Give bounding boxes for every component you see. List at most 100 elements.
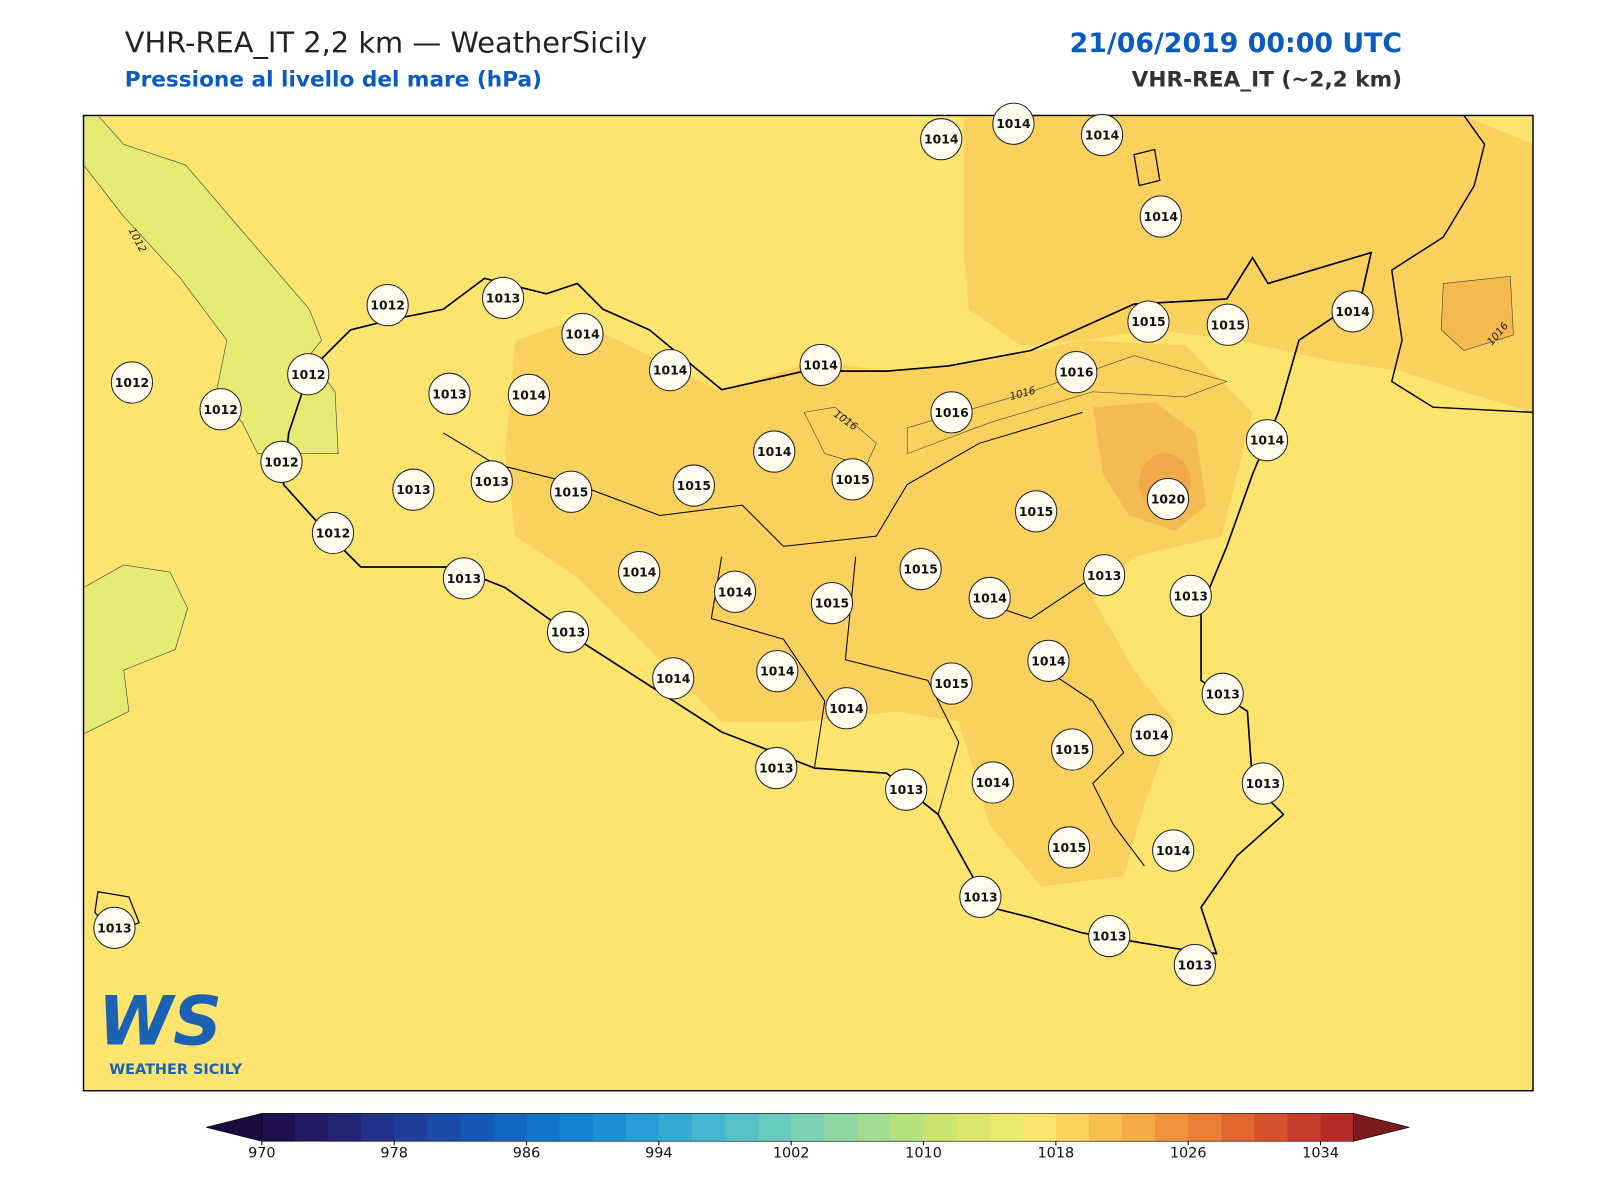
- colorbar-bin: [1155, 1113, 1189, 1142]
- station-value: 1015: [1019, 505, 1053, 519]
- colorbar-bin: [526, 1113, 561, 1142]
- station-marker: [1130, 713, 1173, 757]
- station-marker: [110, 361, 154, 404]
- high-pressure-area: [1440, 275, 1514, 351]
- colorbar-bin: [559, 1113, 594, 1142]
- station-marker: [1082, 554, 1126, 597]
- colorbar-bin: [1188, 1113, 1222, 1142]
- colorbar-bin: [658, 1113, 693, 1142]
- station-marker: [1201, 672, 1244, 715]
- station-value: 1013: [1178, 958, 1212, 972]
- station-marker: [920, 118, 963, 161]
- station-marker: [1241, 762, 1285, 805]
- station-marker: [885, 768, 928, 811]
- station-marker: [1088, 914, 1131, 958]
- colorbar-bin: [427, 1113, 461, 1142]
- station-value: 1016: [934, 406, 968, 420]
- station-value: 1014: [653, 364, 688, 378]
- station-value: 1013: [1205, 687, 1239, 701]
- colorbar-tick-label: 1034: [1302, 1146, 1339, 1162]
- colorbar-tick-label: 1026: [1170, 1146, 1207, 1162]
- station-marker: [971, 761, 1014, 804]
- station-value: 1013: [1092, 930, 1126, 944]
- station-value: 1013: [1087, 569, 1121, 583]
- station-marker: [713, 570, 757, 613]
- colorbar-bin: [1055, 1113, 1090, 1142]
- station-marker: [1047, 826, 1091, 869]
- colorbar-bin: [361, 1113, 395, 1142]
- station-value: 1016: [1059, 366, 1093, 380]
- station-marker: [507, 373, 550, 416]
- station-value: 1013: [475, 475, 509, 489]
- station-marker: [992, 102, 1035, 145]
- station-marker: [442, 557, 486, 600]
- colorbar-extend-high: [1353, 1113, 1410, 1142]
- colorbar-bin: [1320, 1113, 1355, 1142]
- station-marker: [1152, 829, 1195, 872]
- colorbar-bin: [1254, 1113, 1288, 1142]
- station-marker: [546, 610, 590, 654]
- colorbar-bin: [1122, 1113, 1156, 1142]
- colorbar-bin: [1221, 1113, 1255, 1142]
- station-value: 1012: [291, 368, 325, 382]
- station-marker: [1080, 113, 1124, 157]
- station-value: 1014: [972, 591, 1007, 605]
- station-value: 1014: [1250, 434, 1285, 448]
- colorbar-extend-low: [206, 1113, 263, 1142]
- station-value: 1014: [803, 358, 838, 372]
- station-marker: [825, 687, 868, 730]
- station-value: 1013: [759, 762, 793, 776]
- colorbar-tick-label: 994: [645, 1146, 673, 1162]
- low-pressure-area: [83, 115, 339, 454]
- colorbar-bin: [956, 1113, 991, 1142]
- station-marker: [1146, 477, 1190, 521]
- station-marker: [561, 312, 604, 356]
- station-value: 1012: [370, 299, 404, 313]
- colorbar-bin: [725, 1113, 759, 1142]
- station-marker: [1245, 419, 1289, 462]
- station-value: 1012: [316, 527, 350, 541]
- colorbar-frame: [261, 1113, 1354, 1142]
- colorbar-bin: [394, 1113, 428, 1142]
- station-marker: [899, 547, 942, 591]
- isobar: [803, 406, 877, 467]
- station-value: 1015: [554, 485, 588, 499]
- subtitle: Pressione al livello del mare (hPa): [125, 67, 542, 92]
- map: [83, 115, 1533, 1091]
- colorbar-bin: [890, 1113, 925, 1142]
- station-marker: [1173, 943, 1216, 987]
- station-marker: [470, 460, 513, 503]
- title: VHR-REA_IT 2,2 km — WeatherSicily: [125, 25, 647, 59]
- colorbar-bin: [493, 1113, 528, 1142]
- colorbar-bin: [857, 1113, 891, 1142]
- station-value: 1014: [656, 672, 691, 686]
- station-value: 1014: [1031, 654, 1066, 668]
- station-value: 1014: [512, 388, 547, 402]
- colorbar-tick-label: 986: [513, 1146, 541, 1162]
- colorbar-bin: [625, 1113, 660, 1142]
- colorbar-tick-label: 1002: [773, 1146, 810, 1162]
- colorbar-bin: [824, 1113, 858, 1142]
- station-value: 1013: [432, 387, 466, 401]
- province-border: [443, 411, 1145, 867]
- station-value: 1014: [1134, 729, 1169, 743]
- colorbar-bin: [691, 1113, 726, 1142]
- station-value: 1013: [551, 625, 585, 639]
- station-marker: [481, 276, 525, 320]
- station-marker: [672, 464, 715, 507]
- station-marker: [311, 511, 355, 555]
- station-value: 1013: [1246, 777, 1280, 791]
- coastline: [1390, 115, 1533, 414]
- station-value: 1015: [1211, 318, 1245, 332]
- station-value: 1014: [1085, 129, 1120, 143]
- low-pressure-area: [83, 564, 188, 735]
- station-value: 1015: [815, 597, 849, 611]
- colorbar-bin: [328, 1113, 362, 1142]
- colorbar-bin: [1088, 1113, 1123, 1142]
- station-value: 1014: [718, 585, 753, 599]
- station-marker: [428, 372, 471, 415]
- station-value: 1013: [447, 572, 481, 586]
- station-value: 1015: [677, 479, 711, 493]
- station-value: 1015: [903, 563, 937, 577]
